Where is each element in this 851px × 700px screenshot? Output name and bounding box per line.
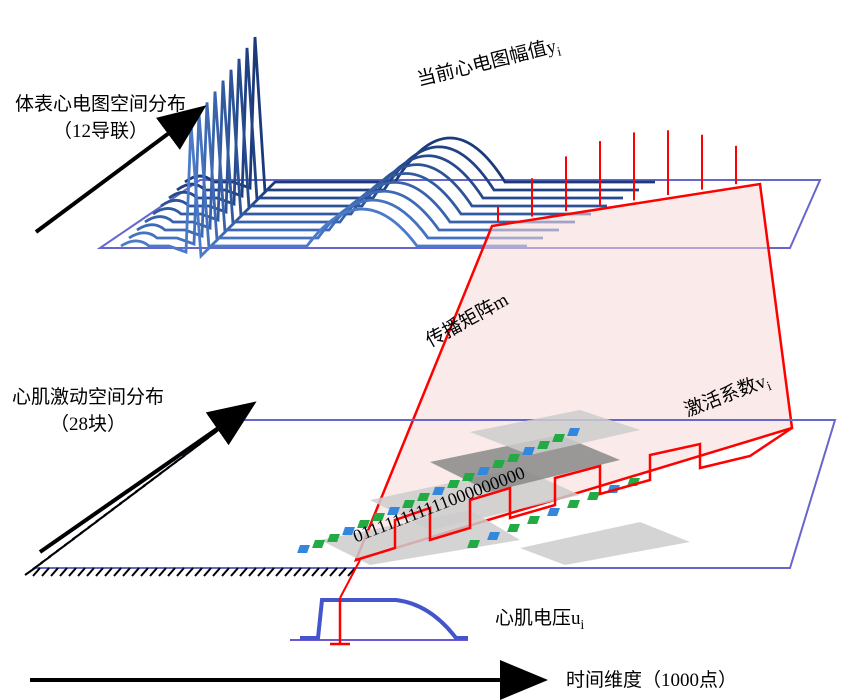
voltage-curve (290, 560, 468, 644)
label-myocardial-spatial: 心肌激动空间分布 （28块） (12, 385, 164, 438)
label-voltage: 心肌电压ui (495, 606, 584, 634)
label-ecg-spatial: 体表心电图空间分布 （12导联） (15, 92, 186, 145)
label-time-dimension: 时间维度（1000点） (566, 668, 737, 695)
